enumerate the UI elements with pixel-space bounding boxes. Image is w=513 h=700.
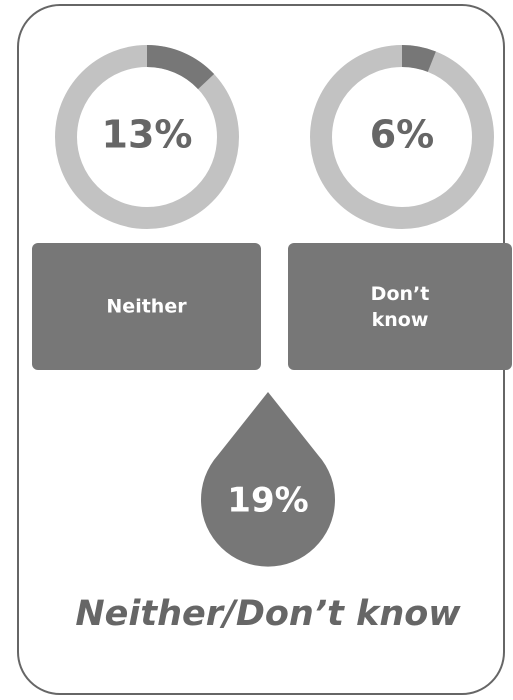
category-label-line: Don’t (371, 283, 430, 305)
title: Neither/Don’t know (75, 594, 461, 634)
gauge-label: 13% (102, 113, 193, 157)
total-label: 19% (227, 481, 308, 521)
category-box (288, 243, 512, 370)
gauge-arc (55, 45, 239, 229)
category-label: Neither (106, 296, 187, 318)
gauge-arc (310, 45, 494, 229)
category-label-line: know (372, 309, 429, 331)
gauge-label: 6% (370, 113, 435, 157)
category-box (32, 243, 261, 370)
category-label: Don’t know (371, 283, 430, 331)
drop (201, 392, 335, 567)
